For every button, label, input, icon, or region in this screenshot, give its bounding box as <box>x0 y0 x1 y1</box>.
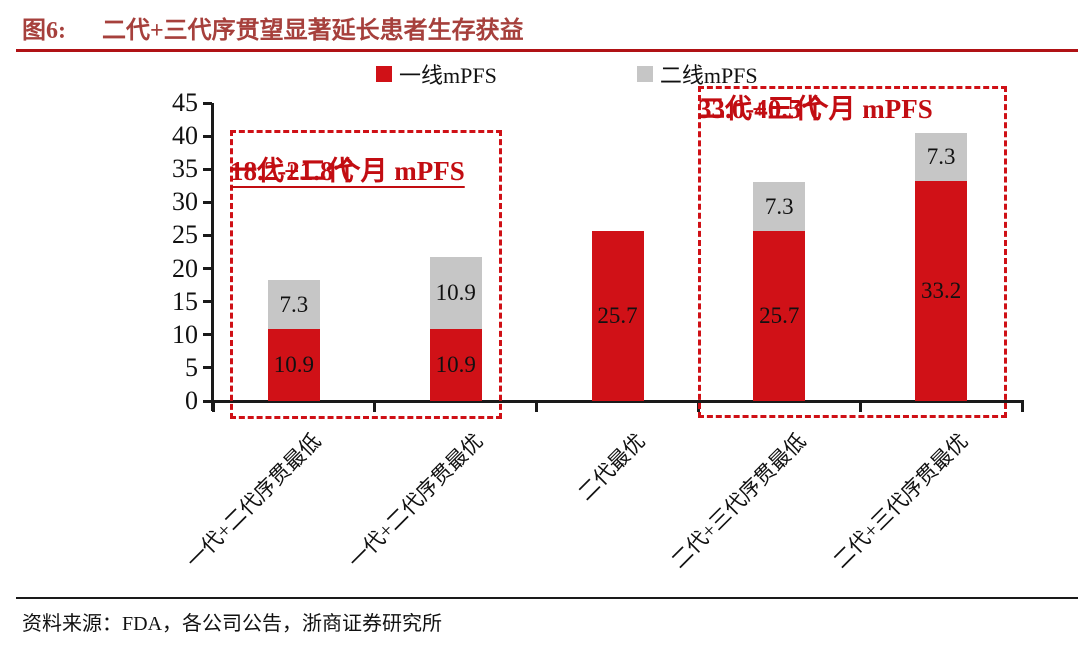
legend-item: 二线mPFS <box>636 58 758 90</box>
x-tick <box>1020 403 1024 412</box>
bar-value-label: 33.2 <box>920 278 962 304</box>
source-note: 资料来源：FDA，各公司公告，浙商证券研究所 <box>22 613 443 635</box>
y-tick <box>203 233 212 237</box>
bar-segment-first-line <box>267 328 320 401</box>
y-tick <box>203 366 212 370</box>
x-category-label: 二代最优 <box>572 428 650 506</box>
x-tick <box>535 403 539 412</box>
bar-value-label: 10.9 <box>435 279 476 305</box>
y-tick <box>203 333 212 337</box>
bar-value-label: 25.7 <box>759 302 800 328</box>
chart-legend: 一线mPFS 二线mPFS <box>376 58 758 90</box>
bar-value-label: 7.3 <box>279 291 309 317</box>
bar-value-label: 25.7 <box>597 302 638 328</box>
x-tick <box>211 403 215 412</box>
y-tick-label: 35 <box>172 154 198 184</box>
legend-swatch-icon <box>376 66 392 82</box>
y-tick-label: 10 <box>172 319 198 349</box>
y-tick <box>203 101 212 105</box>
legend-swatch-icon <box>636 66 653 82</box>
x-category-label: 一代+二代序贯最优 <box>343 428 488 573</box>
x-axis <box>211 400 1024 403</box>
title-rule <box>16 49 1078 52</box>
bar-segment-second-line <box>429 256 482 329</box>
bar-segment-first-line <box>915 181 968 401</box>
bar-value-label: 10.9 <box>273 351 315 377</box>
bar-value-label: 7.3 <box>926 143 956 169</box>
y-tick <box>203 200 212 204</box>
y-tick-label: 15 <box>172 286 198 316</box>
y-tick <box>203 134 212 138</box>
bar-segment-second-line <box>915 132 968 182</box>
bar-segment-second-line <box>753 182 806 231</box>
annotation-line-2: 33.0-40.5个月 mPFS <box>698 94 933 124</box>
figure-title: 二代+三代序贯望显著延长患者生存获益 <box>102 18 524 44</box>
x-category-label: 二代+三代序贯最优 <box>828 428 973 573</box>
y-tick-label: 45 <box>172 88 198 117</box>
bar-value-label: 10.9 <box>435 351 476 377</box>
y-tick <box>203 267 212 271</box>
annotation-line-1: 二代+三代 <box>698 94 822 124</box>
bar-segment-first-line <box>753 230 806 401</box>
y-axis <box>211 103 214 411</box>
annotation-line-2: 18.2-21.8个月 mPFS <box>230 156 465 186</box>
y-tick-label: 40 <box>172 121 198 151</box>
bar-segment-second-line <box>267 280 320 329</box>
bar-segment-first-line <box>591 230 644 401</box>
legend-item: 一线mPFS <box>376 58 497 90</box>
x-category-label: 一代+二代序贯最低 <box>181 428 326 573</box>
figure-header: 图6: 二代+三代序贯望显著延长患者生存获益 <box>22 10 524 45</box>
y-tick-label: 30 <box>172 187 198 217</box>
bar-segment-first-line <box>429 328 482 401</box>
x-category-label: 二代+三代序贯最低 <box>666 428 812 573</box>
y-tick-label: 20 <box>172 253 198 283</box>
annotation-line-1: 一代+二代 <box>230 156 354 186</box>
bar-value-label: 7.3 <box>764 193 794 219</box>
highlight-box <box>230 130 502 419</box>
x-tick <box>373 403 377 412</box>
legend-label: 一线mPFS <box>399 63 497 88</box>
y-tick-label: 5 <box>185 352 198 382</box>
y-tick <box>203 399 212 403</box>
highlight-box <box>698 86 1007 418</box>
x-tick <box>858 403 862 412</box>
legend-label: 二线mPFS <box>659 63 758 88</box>
y-tick-label: 0 <box>185 386 198 415</box>
footer-rule <box>16 597 1078 599</box>
y-tick <box>203 300 212 304</box>
y-tick <box>203 167 212 171</box>
y-tick-label: 25 <box>172 220 198 250</box>
figure-label: 图6: <box>22 18 66 44</box>
